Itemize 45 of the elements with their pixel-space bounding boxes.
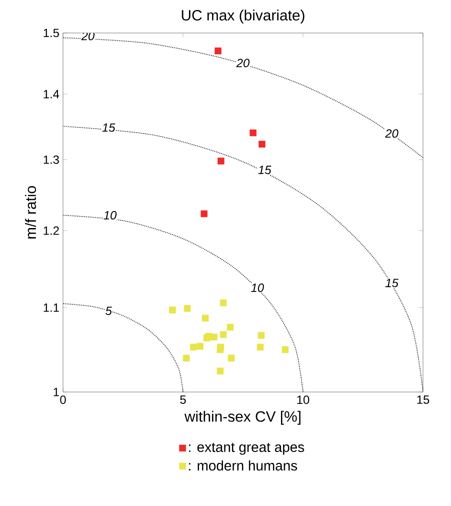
point	[218, 158, 224, 164]
point	[228, 354, 235, 362]
point	[220, 299, 227, 306]
x-tick-label: 0	[60, 396, 66, 404]
y-tick-label: 1.3	[44, 155, 59, 164]
y-tick-label: 1.2	[44, 226, 59, 235]
point	[214, 48, 222, 54]
x-tick-label: 5	[180, 396, 186, 404]
chart-title: UC max (bivariate)	[182, 10, 304, 24]
y-tick-label: 1.5	[44, 28, 59, 38]
line-series	[63, 126, 424, 392]
point	[282, 346, 289, 354]
point	[169, 306, 176, 314]
point	[256, 344, 264, 351]
point	[196, 342, 204, 350]
x-tick-label: 10	[297, 396, 310, 404]
point	[258, 332, 265, 339]
annotation: 15	[102, 123, 116, 132]
annotation: 10	[251, 283, 264, 292]
point	[200, 210, 208, 218]
point	[258, 140, 266, 148]
point	[182, 354, 190, 362]
point	[216, 368, 224, 374]
annotation: 5	[106, 306, 112, 316]
point	[226, 324, 234, 331]
annotation: 15	[258, 166, 272, 174]
point	[184, 305, 191, 312]
point	[190, 344, 197, 351]
annotation: 20	[385, 129, 398, 138]
y-axis-title: m/f ratio	[25, 186, 36, 239]
legend-label: : modern humans	[189, 460, 298, 471]
y-tick-label: 1.4	[44, 90, 60, 98]
y-tick-label: 1	[54, 388, 59, 396]
point	[202, 314, 209, 322]
annotation: 20	[236, 58, 250, 68]
x-axis-title: within-sex CV [%]	[184, 410, 300, 425]
y-tick-label: 1.1	[44, 304, 59, 312]
point	[216, 346, 224, 354]
legend-label: : extant great apes	[189, 442, 304, 455]
point	[250, 129, 256, 136]
point	[220, 331, 227, 338]
line-series	[63, 303, 184, 392]
x-tick-label: 15	[417, 396, 430, 404]
annotation: 15	[385, 278, 398, 288]
annotation: 10	[104, 210, 117, 220]
